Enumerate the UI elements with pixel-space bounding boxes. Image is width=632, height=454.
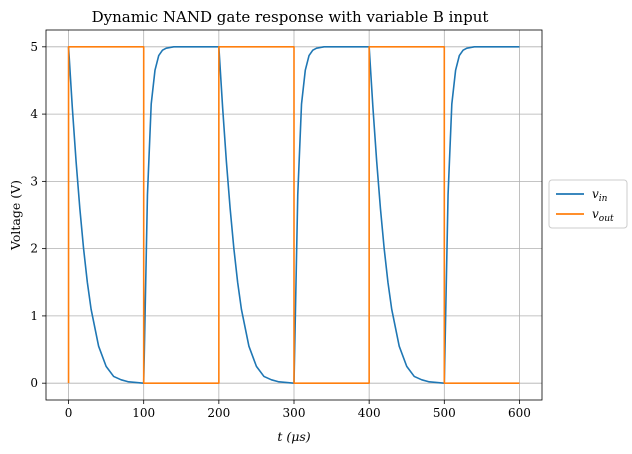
y-tick-label: 1 — [30, 309, 38, 323]
x-tick-label: 600 — [508, 406, 531, 420]
x-ticks: 0 100 200 300 400 500 600 — [65, 400, 531, 420]
x-tick-label: 100 — [132, 406, 155, 420]
x-tick-label: 0 — [65, 406, 73, 420]
legend-label-v-in: vin — [592, 187, 608, 204]
x-tick-label: 200 — [207, 406, 230, 420]
y-axis-label: Voltage (V) — [8, 180, 23, 251]
x-tick-label: 500 — [433, 406, 456, 420]
legend-box — [548, 179, 628, 229]
series-layer — [67, 46, 520, 384]
y-tick-label: 0 — [30, 376, 38, 390]
x-axis-label: t (μs) — [277, 429, 310, 444]
series-line-v-out — [67, 46, 520, 384]
x-tick-label: 400 — [358, 406, 381, 420]
x-tick-label: 300 — [283, 406, 306, 420]
y-tick-label: 2 — [30, 242, 38, 256]
legend: vin vout — [548, 179, 628, 229]
y-tick-label: 5 — [30, 40, 38, 54]
y-ticks: 0 1 2 3 4 5 — [30, 40, 46, 390]
series-line-v-in — [67, 46, 520, 384]
y-tick-label: 4 — [30, 107, 38, 121]
y-tick-label: 3 — [30, 174, 38, 188]
chart-title: Dynamic NAND gate response with variable… — [92, 8, 489, 26]
legend-label-v-out: vout — [592, 207, 614, 224]
